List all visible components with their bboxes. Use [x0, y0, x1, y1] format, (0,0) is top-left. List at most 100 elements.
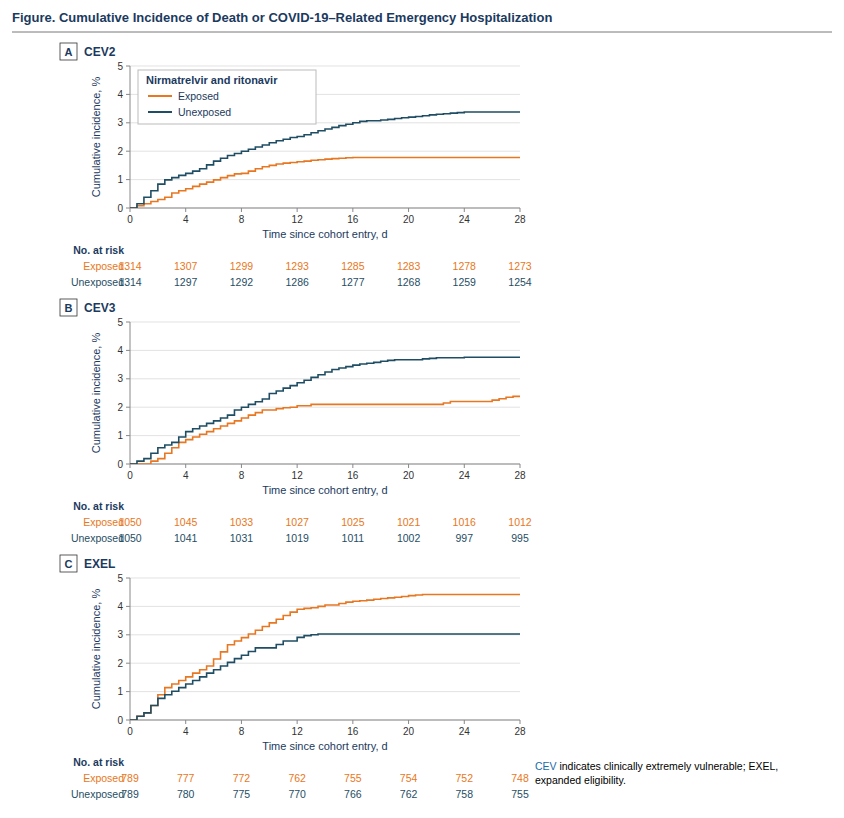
x-tick-label: 20 — [403, 470, 415, 481]
at-risk-count: 997 — [456, 532, 474, 544]
x-tick-label: 20 — [403, 726, 415, 737]
x-tick-label: 16 — [347, 214, 359, 225]
x-tick — [241, 464, 242, 468]
y-tick — [126, 578, 130, 579]
x-tick — [130, 208, 131, 212]
x-tick — [241, 208, 242, 212]
at-risk-count: 1277 — [341, 276, 365, 288]
x-tick — [464, 720, 465, 724]
x-tick — [520, 208, 521, 212]
x-tick — [241, 720, 242, 724]
footnote-part: indicates clinically extremely vulnerabl… — [559, 760, 778, 772]
y-tick — [126, 435, 130, 436]
y-tick-label: 0 — [117, 715, 123, 726]
at-risk-title: No. at risk — [73, 756, 124, 768]
y-axis-line — [130, 578, 131, 720]
panel: CEXEL0123450481216202428Time since cohor… — [60, 555, 778, 800]
at-risk-count: 1019 — [285, 532, 309, 544]
at-risk-row-label: Exposed — [83, 772, 124, 784]
x-tick — [408, 720, 409, 724]
panel-label: C — [65, 558, 73, 570]
at-risk-count: 1314 — [118, 260, 142, 272]
x-tick-label: 0 — [127, 470, 133, 481]
at-risk-count: 1025 — [341, 516, 365, 528]
at-risk-count: 1050 — [118, 532, 142, 544]
x-tick — [520, 720, 521, 724]
title-rule — [12, 32, 832, 33]
x-tick — [520, 464, 521, 468]
y-tick-label: 1 — [117, 430, 123, 441]
legend: Nirmatrelvir and ritonavirExposedUnexpos… — [138, 70, 316, 124]
at-risk-count: 1314 — [118, 276, 142, 288]
at-risk-table: No. at riskExposed1050104510331027102510… — [71, 500, 532, 544]
at-risk-count: 754 — [400, 772, 418, 784]
at-risk-table: No. at riskExposed1314130712991293128512… — [71, 244, 532, 288]
footnote-part: CEV — [535, 760, 557, 772]
y-tick-label: 3 — [117, 629, 123, 640]
at-risk-count: 1045 — [174, 516, 198, 528]
x-tick-label: 16 — [347, 470, 359, 481]
x-tick-label: 8 — [239, 214, 245, 225]
at-risk-count: 1273 — [508, 260, 532, 272]
at-risk-row-label: Unexposed — [71, 276, 124, 288]
figure-title: Figure. Cumulative Incidence of Death or… — [12, 10, 552, 25]
at-risk-count: 755 — [344, 772, 362, 784]
at-risk-count: 1027 — [285, 516, 309, 528]
y-tick-label: 5 — [117, 573, 123, 584]
step-line — [130, 357, 520, 464]
x-axis-line — [130, 720, 520, 721]
at-risk-count: 1278 — [453, 260, 477, 272]
y-axis-label: Cumulative incidence, % — [90, 333, 102, 454]
step-line — [130, 396, 520, 464]
grid-line — [130, 720, 520, 721]
at-risk-count: 1259 — [453, 276, 477, 288]
x-tick-label: 24 — [459, 726, 471, 737]
at-risk-count: 780 — [177, 788, 195, 800]
footnote-line: CEVindicates clinically extremely vulner… — [535, 760, 778, 772]
y-tick — [126, 691, 130, 692]
y-tick-label: 0 — [117, 203, 123, 214]
panel: ACEV20123450481216202428Time since cohor… — [60, 43, 532, 288]
y-tick-label: 4 — [117, 601, 123, 612]
x-tick — [297, 720, 298, 724]
y-tick — [126, 94, 130, 95]
x-tick — [408, 464, 409, 468]
x-tick-label: 12 — [292, 726, 304, 737]
x-tick-label: 12 — [292, 470, 304, 481]
panel-label: B — [65, 302, 73, 314]
legend-swatch — [148, 95, 172, 97]
at-risk-count: 1002 — [397, 532, 421, 544]
at-risk-count: 772 — [233, 772, 251, 784]
x-tick — [185, 464, 186, 468]
at-risk-count: 758 — [456, 788, 474, 800]
step-line — [130, 594, 520, 720]
y-tick — [126, 720, 130, 721]
y-tick — [126, 663, 130, 664]
grid-line — [130, 464, 520, 465]
grid-line — [130, 435, 520, 436]
panel-subtitle: CEV3 — [84, 301, 116, 315]
x-tick — [352, 208, 353, 212]
panel-label-box — [60, 43, 77, 60]
y-tick — [126, 179, 130, 180]
x-axis-label: Time since cohort entry, d — [262, 484, 387, 496]
y-tick — [126, 407, 130, 408]
at-risk-count: 1011 — [342, 532, 365, 544]
at-risk-count: 1021 — [397, 516, 421, 528]
x-axis-line — [130, 208, 520, 209]
at-risk-count: 789 — [121, 788, 139, 800]
grid-line — [130, 179, 520, 180]
at-risk-count: 1041 — [174, 532, 198, 544]
footnote: CEVindicates clinically extremely vulner… — [535, 760, 778, 786]
y-tick-label: 1 — [117, 686, 123, 697]
at-risk-count: 995 — [511, 532, 529, 544]
x-tick-label: 28 — [514, 470, 526, 481]
at-risk-row-label: Unexposed — [71, 788, 124, 800]
grid-line — [130, 378, 520, 379]
at-risk-count: 1297 — [174, 276, 198, 288]
y-tick-label: 3 — [117, 373, 123, 384]
y-tick-label: 4 — [117, 89, 123, 100]
footnote-part: expanded eligibility. — [535, 774, 626, 786]
x-tick-label: 28 — [514, 214, 526, 225]
at-risk-count: 1254 — [508, 276, 532, 288]
